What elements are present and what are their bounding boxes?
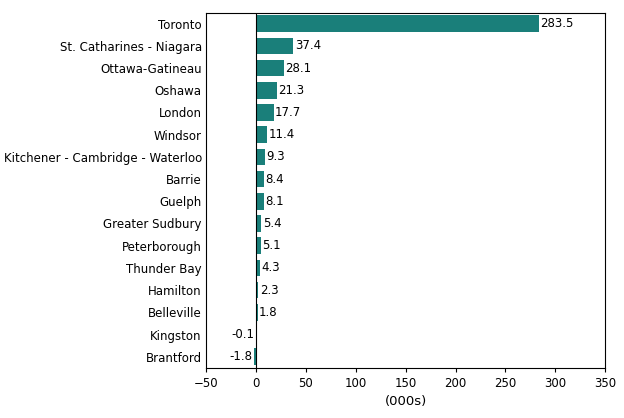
Text: -1.8: -1.8 bbox=[230, 350, 253, 363]
Bar bbox=[256, 82, 277, 99]
Bar bbox=[256, 237, 261, 254]
Text: 9.3: 9.3 bbox=[266, 150, 285, 163]
Text: 5.1: 5.1 bbox=[263, 239, 281, 252]
Text: 21.3: 21.3 bbox=[278, 84, 305, 97]
Text: 11.4: 11.4 bbox=[269, 128, 295, 141]
Bar bbox=[256, 104, 273, 121]
Text: -0.1: -0.1 bbox=[232, 328, 254, 341]
Text: 8.4: 8.4 bbox=[266, 173, 285, 186]
Bar bbox=[256, 193, 264, 209]
Text: 37.4: 37.4 bbox=[295, 39, 321, 52]
Bar bbox=[256, 215, 261, 232]
Bar bbox=[256, 15, 539, 32]
Bar bbox=[256, 282, 258, 298]
Bar bbox=[256, 148, 265, 165]
Text: 17.7: 17.7 bbox=[275, 106, 301, 119]
Text: 4.3: 4.3 bbox=[261, 261, 280, 274]
Bar bbox=[256, 60, 284, 76]
Text: 2.3: 2.3 bbox=[260, 284, 278, 297]
Bar bbox=[254, 349, 256, 365]
Bar bbox=[256, 38, 293, 54]
X-axis label: (000s): (000s) bbox=[384, 395, 427, 408]
Text: 5.4: 5.4 bbox=[263, 217, 281, 230]
Text: 8.1: 8.1 bbox=[265, 195, 284, 208]
Text: 28.1: 28.1 bbox=[285, 61, 311, 74]
Bar bbox=[256, 126, 267, 143]
Bar bbox=[256, 260, 260, 276]
Text: 283.5: 283.5 bbox=[540, 17, 573, 30]
Bar bbox=[256, 171, 264, 187]
Bar bbox=[256, 304, 258, 321]
Text: 1.8: 1.8 bbox=[259, 306, 278, 319]
